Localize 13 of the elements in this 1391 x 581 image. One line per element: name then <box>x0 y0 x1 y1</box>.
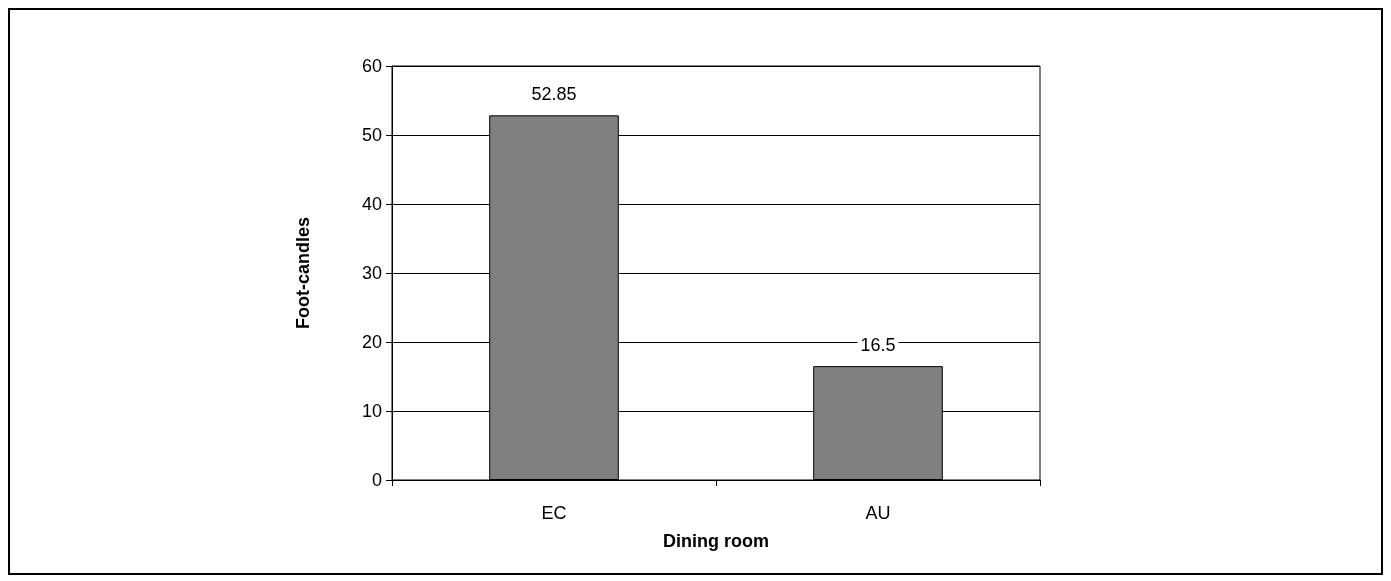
data-label: 52.85 <box>531 84 577 105</box>
y-axis-title: Foot-candles <box>293 216 313 330</box>
y-tick-label: 30 <box>361 263 382 283</box>
y-tick-label: 50 <box>361 125 382 145</box>
y-tick-label: 10 <box>361 401 382 421</box>
y-tick-label: 0 <box>371 470 382 490</box>
data-label: 16.5 <box>860 335 896 356</box>
y-tick-label: 40 <box>361 194 382 214</box>
y-tick-label: 20 <box>361 332 382 352</box>
x-axis-title: Dining room <box>663 531 769 551</box>
x-tick-label: AU <box>865 503 891 523</box>
y-tick-label: 60 <box>361 56 382 76</box>
x-tick-label: EC <box>541 503 567 523</box>
